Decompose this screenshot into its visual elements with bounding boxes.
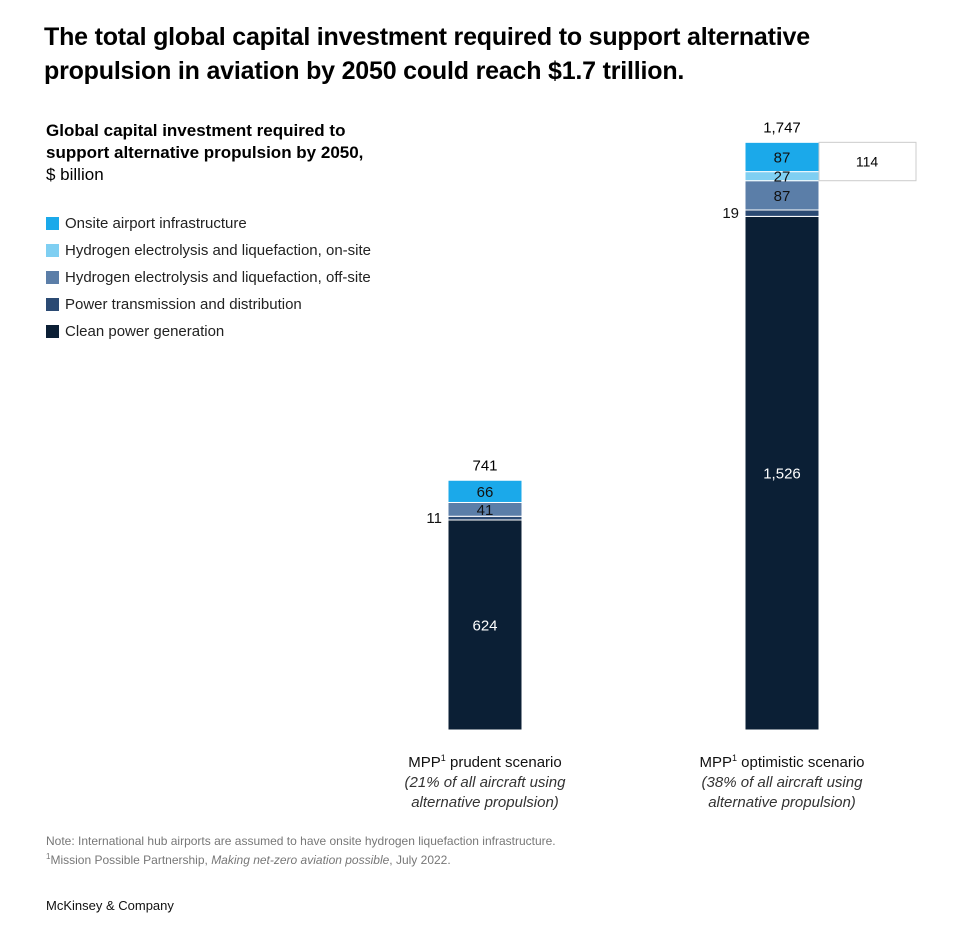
legend-item-onsite-airport-infrastructure: Onsite airport infrastructure [46, 210, 371, 237]
bar-segment-onsite-airport-infrastructure [744, 141, 820, 173]
legend: Onsite airport infrastructure Hydrogen el… [46, 210, 371, 345]
bar-segment-power-transmission-and-distribution [744, 209, 820, 217]
bar-segment-hydrogen-electrolysis-and-liquefaction-off-site [744, 180, 820, 211]
subtitle-unit: $ billion [46, 165, 104, 184]
footnotes: Note: International hub airports are ass… [46, 833, 556, 868]
legend-swatch [46, 244, 59, 257]
data-label: 87 [774, 188, 791, 205]
reference-date: , July 2022. [389, 853, 451, 867]
legend-item-hydrogen-electrolysis-and-liquefaction-off-site: Hydrogen electrolysis and liquefaction, … [46, 264, 371, 291]
total-label: 741 [472, 457, 497, 474]
legend-item-hydrogen-electrolysis-and-liquefaction-on-site: Hydrogen electrolysis and liquefaction, … [46, 237, 371, 264]
legend-swatch [46, 325, 59, 338]
legend-label: Onsite airport infrastructure [65, 215, 247, 232]
data-label: 27 [774, 169, 791, 186]
category-label-optimistic: MPP1 optimistic scenario (38% of all air… [672, 748, 892, 813]
bar-segment-clean-power-generation [447, 519, 523, 731]
data-label: 624 [472, 617, 497, 634]
legend-swatch [46, 217, 59, 230]
category-label-name: prudent scenario [445, 754, 562, 771]
footnote-mark: 1 [440, 753, 446, 763]
reference-mark: 1 [46, 852, 51, 861]
chart-title: The total global capital investment requ… [44, 23, 810, 85]
category-label-prefix: MPP [408, 754, 441, 771]
reference-author: Mission Possible Partnership, [50, 853, 212, 867]
footnote-mark: 1 [731, 753, 737, 763]
data-label: 66 [477, 484, 494, 501]
data-label: 41 [477, 502, 494, 519]
bar-segment-onsite-airport-infrastructure [447, 479, 523, 503]
note-text: Note: International hub airports are ass… [46, 834, 556, 848]
reference-title: Making net-zero aviation possible [211, 853, 390, 867]
data-label: 19 [722, 205, 739, 222]
callout-label: 114 [856, 154, 879, 170]
category-label-prefix: MPP [699, 754, 732, 771]
chart-subtitle: Global capital investment required to su… [46, 120, 376, 186]
total-label: 1,747 [763, 119, 801, 136]
legend-swatch [46, 298, 59, 311]
legend-swatch [46, 271, 59, 284]
bar-segment-clean-power-generation [744, 215, 820, 731]
legend-label: Power transmission and distribution [65, 296, 302, 313]
data-label: 11 [426, 510, 442, 527]
category-sublabel: (21% of all aircraft using alternative p… [404, 774, 566, 811]
category-label-prudent: MPP1 prudent scenario (21% of all aircra… [380, 748, 590, 813]
legend-label: Hydrogen electrolysis and liquefaction, … [65, 269, 371, 286]
reference-text: 1Mission Possible Partnership, Making ne… [46, 849, 556, 868]
subtitle-bold: Global capital investment required to su… [46, 121, 364, 162]
legend-label: Clean power generation [65, 323, 225, 340]
legend-label: Hydrogen electrolysis and liquefaction, … [65, 242, 371, 259]
source-credit: McKinsey & Company [46, 898, 174, 913]
legend-item-power-transmission-and-distribution: Power transmission and distribution [46, 291, 371, 318]
data-label: 87 [774, 149, 791, 166]
category-sublabel: (38% of all aircraft using alternative p… [701, 774, 863, 811]
data-label: 1,526 [763, 466, 801, 483]
category-label-name: optimistic scenario [736, 754, 865, 771]
legend-item-clean-power-generation: Clean power generation [46, 318, 371, 345]
callout-box [818, 141, 917, 182]
